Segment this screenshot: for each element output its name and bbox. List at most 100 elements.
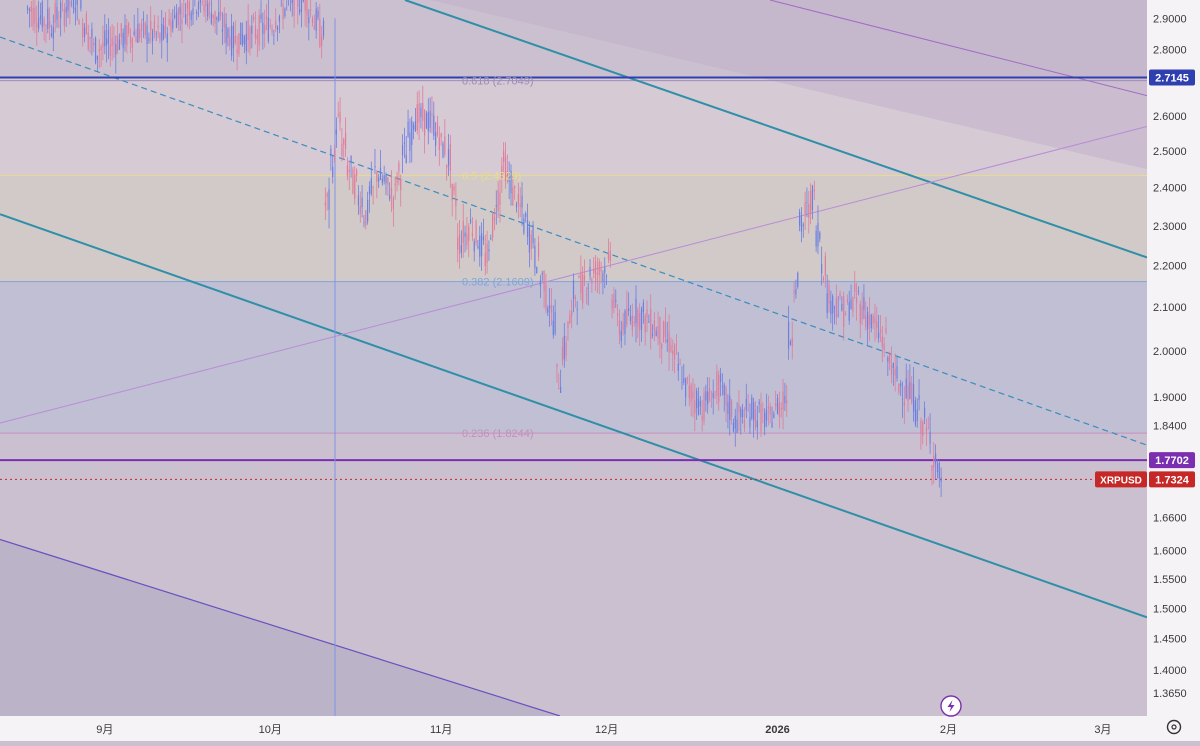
chart-settings-button[interactable] (1166, 719, 1182, 735)
candle-body (574, 296, 576, 300)
candle-body (78, 20, 80, 25)
candle-body (361, 197, 363, 208)
candle-body (813, 189, 815, 192)
price-badge[interactable] (1149, 471, 1195, 488)
candle-body (725, 387, 727, 405)
candle-body (164, 16, 167, 34)
candle-body (339, 111, 341, 123)
candle-body (436, 122, 439, 136)
time-axis-background[interactable] (0, 716, 1200, 741)
candle-body (240, 22, 242, 45)
candle-body (624, 311, 626, 335)
candle-body (670, 345, 672, 352)
candle-body (883, 344, 885, 351)
candle-body (374, 165, 376, 168)
candle-body (936, 463, 939, 473)
replay-button[interactable] (940, 695, 962, 717)
candle-body (185, 14, 187, 24)
candle-body (370, 178, 372, 195)
candle-body (401, 144, 404, 156)
candle-body (655, 331, 657, 337)
candle-body (335, 129, 337, 135)
candle-body (775, 403, 777, 407)
symbol-badge[interactable] (1095, 471, 1147, 488)
price-badge[interactable] (1149, 452, 1195, 469)
x-tick-label: 2026 (765, 724, 789, 736)
candle-body (563, 335, 565, 360)
candle-body (107, 29, 110, 44)
candle-body (642, 302, 644, 313)
candle-body (225, 23, 227, 44)
candle-body (817, 222, 819, 247)
candle-body (343, 139, 345, 145)
candle-body (117, 35, 119, 52)
price-axis-background[interactable] (1147, 0, 1200, 741)
lower-purple-line[interactable] (0, 538, 561, 716)
candle-body (602, 273, 604, 282)
gear-icon-center (1171, 724, 1177, 730)
candle-body (468, 226, 470, 242)
candle-body (170, 21, 172, 32)
candle-body (159, 33, 161, 41)
candle-body (427, 112, 429, 132)
candle-body (662, 321, 665, 342)
price-badge-label: 1.7702 (1155, 455, 1189, 467)
candle-body (142, 18, 144, 21)
candle-body (543, 271, 545, 292)
y-tick-label: 1.9000 (1153, 392, 1187, 404)
candle-body (372, 186, 374, 188)
candle-body (477, 245, 479, 249)
price-badge[interactable] (1149, 69, 1195, 86)
candle-body (635, 298, 637, 324)
candle-body (446, 164, 448, 168)
candle-body (376, 172, 378, 182)
y-tick-label: 1.6000 (1153, 546, 1187, 558)
x-tick-label: 9月 (96, 724, 113, 736)
candle-body (181, 18, 183, 25)
candle-body (620, 330, 622, 341)
candle-body (128, 23, 130, 34)
candle-body (458, 234, 461, 254)
candle-body (400, 179, 402, 190)
candle-body (482, 236, 485, 241)
candle-body (920, 420, 922, 435)
gear-icon[interactable] (1166, 719, 1182, 735)
candle-body (789, 341, 792, 345)
fib-label-0.236: 0.236 (1.8244) (462, 428, 534, 440)
candle-body (311, 17, 314, 24)
candle-body (650, 309, 652, 340)
candle-body (666, 339, 668, 343)
candle-body (282, 3, 284, 20)
candle-body (234, 36, 236, 44)
y-tick-label: 1.8400 (1153, 420, 1187, 432)
candle-body (140, 23, 143, 32)
candle-body (578, 276, 580, 278)
candle-body (310, 9, 312, 11)
candle-body (72, 0, 75, 9)
candle-body (681, 382, 683, 384)
candle-body (547, 308, 549, 313)
dashed-trendline[interactable] (0, 36, 1147, 446)
channel-line-lower[interactable] (0, 213, 1147, 619)
candle-body (628, 308, 630, 312)
candle-body (798, 211, 801, 226)
channel-line-upper[interactable] (404, 0, 1147, 259)
candle-body (495, 205, 497, 207)
candle-body (278, 15, 280, 22)
candle-body (633, 322, 635, 324)
candle-body (835, 297, 837, 318)
candle-body (425, 112, 428, 129)
candle-body (714, 391, 716, 393)
candle-body (457, 237, 459, 250)
candle-body (732, 422, 735, 432)
candle-body (791, 337, 793, 347)
candle-body (852, 296, 854, 312)
candle-body (824, 256, 826, 276)
candle-body (815, 230, 817, 247)
candle-body (139, 29, 141, 38)
upper-purple-line[interactable] (769, 0, 1147, 97)
candle-body (885, 328, 887, 333)
candle-body (146, 25, 148, 44)
